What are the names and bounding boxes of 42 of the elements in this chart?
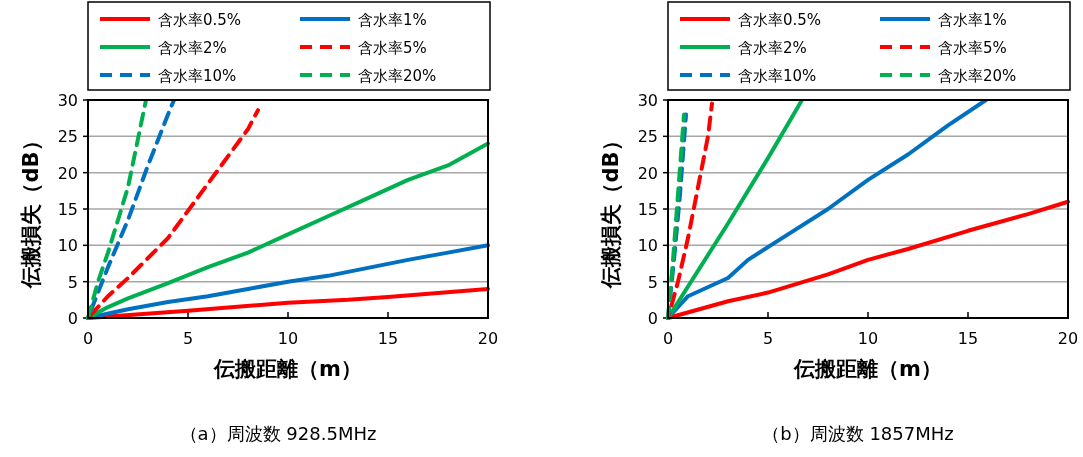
y-tick-label: 15 [637, 200, 658, 219]
text: （a）周波数 928.5MHz [179, 423, 377, 444]
legend-label: 含水率10% [158, 67, 237, 85]
x-tick-label: 5 [762, 329, 774, 348]
x-axis-title: 伝搬距離（m） [213, 357, 362, 381]
x-tick-label: 15 [957, 329, 979, 348]
legend-label: 含水率2% [738, 39, 807, 57]
x-tick-label: 15 [377, 329, 399, 348]
legend-label: 含水率1% [938, 11, 1007, 29]
y-tick-label: 5 [647, 272, 658, 292]
y-tick-label: 10 [57, 236, 78, 256]
y-tick-label: 5 [67, 272, 78, 292]
legend-label: 含水率1% [358, 11, 427, 29]
legend-label: 含水率5% [358, 39, 427, 57]
x-tick-label: 10 [277, 329, 299, 348]
x-tick-label: 10 [857, 329, 879, 348]
legend-label: 含水率2% [158, 39, 227, 57]
y-tick-label: 20 [57, 163, 78, 183]
x-tick-label: 20 [477, 329, 499, 348]
y-tick-label: 25 [57, 127, 78, 147]
y-tick-label: 15 [57, 200, 78, 219]
y-tick-label: 0 [67, 309, 78, 328]
x-axis-title: 伝搬距離（m） [793, 357, 942, 381]
legend-label: 含水率20% [358, 67, 437, 85]
legend-label: 含水率5% [938, 39, 1007, 57]
x-tick-label: 20 [1057, 329, 1079, 348]
y-tick-label: 30 [57, 91, 78, 110]
y-axis-title: 伝搬損失（dB） [599, 130, 623, 289]
text: （b）周波数 1857MHz [762, 423, 954, 444]
x-tick-label: 5 [182, 329, 194, 348]
y-tick-label: 30 [637, 91, 658, 110]
legend-label: 含水率0.5% [158, 11, 242, 29]
legend-label: 含水率20% [938, 67, 1017, 85]
x-tick-label: 0 [662, 329, 674, 348]
y-tick-label: 25 [637, 127, 658, 147]
y-axis-title: 伝搬損失（dB） [19, 130, 43, 289]
y-tick-label: 20 [637, 163, 658, 183]
y-tick-label: 0 [647, 309, 658, 328]
legend-label: 含水率0.5% [738, 11, 822, 29]
x-tick-label: 0 [82, 329, 94, 348]
y-tick-label: 10 [637, 236, 658, 256]
legend-label: 含水率10% [738, 67, 817, 85]
